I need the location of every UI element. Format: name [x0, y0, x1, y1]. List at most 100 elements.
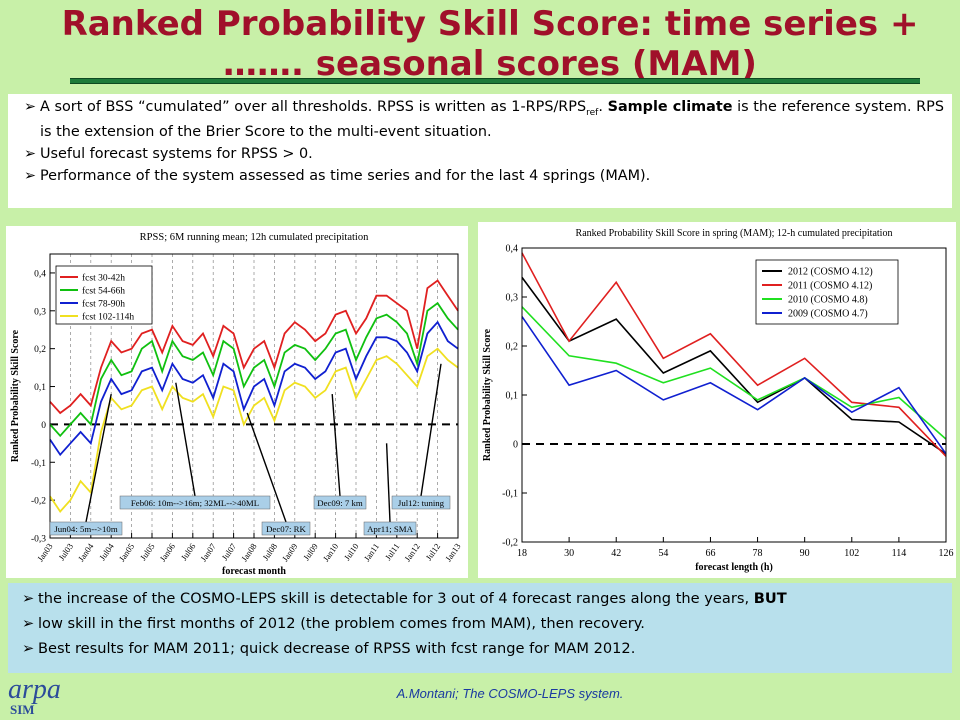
y-tick-label: -0,1: [31, 459, 46, 469]
legend-label: 2012 (COSMO 4.12): [788, 267, 873, 278]
footer-credit: A.Montani; The COSMO-LEPS system.: [396, 686, 624, 701]
annotation-box: [313, 495, 367, 510]
y-tick-label: 0,4: [506, 244, 519, 255]
series-line-3: [49, 320, 459, 457]
rpss-time-series-chart: RPSS; 6M running mean; 12h cumulated pre…: [6, 226, 468, 578]
bullet-text-post: is the reference system. RPS is the exte…: [40, 99, 944, 140]
plot-frame: [521, 247, 947, 543]
top-bullet-1: ➢ A sort of BSS “cumulated” over all thr…: [24, 98, 944, 142]
y-tick-label: 0,1: [506, 391, 519, 402]
x-tick-label: Jan04: [76, 541, 96, 564]
x-tick-label: Jul12: [423, 541, 442, 562]
x-axis-label: forecast month: [222, 566, 286, 577]
arrow-bullet-icon: ➢: [24, 145, 37, 162]
annotation-arrow: [85, 393, 112, 523]
arrow-bullet-icon: ➢: [24, 99, 37, 115]
bullet-text: Performance of the system assessed as ti…: [40, 167, 651, 184]
bullet-bold: Sample climate: [607, 99, 733, 115]
x-tick-label: Jul08: [260, 541, 279, 562]
annotation-box: [363, 521, 417, 536]
series-line-3: [521, 306, 947, 440]
logo-text: arpa: [8, 674, 61, 705]
legend-label: 2011 (COSMO 4.12): [788, 281, 872, 292]
y-tick-label: 0,3: [34, 307, 46, 317]
bottom-note-box: ➢ the increase of the COSMO-LEPS skill i…: [8, 583, 952, 673]
annotation-label: Jun04: 5m-->10m: [54, 524, 118, 534]
x-tick-label: 54: [658, 548, 668, 559]
annotation-box: [391, 495, 451, 510]
series-line-1: [521, 276, 947, 455]
rpss-mam-svg: Ranked Probability Skill Score in spring…: [482, 228, 954, 573]
y-tick-label: 0,4: [34, 269, 46, 279]
top-text-box: ➢ A sort of BSS “cumulated” over all thr…: [8, 94, 952, 208]
rpss-time-series-svg: RPSS; 6M running mean; 12h cumulated pre…: [10, 232, 463, 577]
annotation-arrow: [175, 382, 196, 497]
x-tick-label: Jul06: [179, 541, 198, 562]
x-tick-label: 78: [753, 548, 763, 559]
y-axis-label: Ranked Probability Skill Score: [10, 329, 21, 462]
arrow-bullet-icon: ➢: [24, 167, 37, 184]
x-axis-label: forecast length (h): [695, 562, 773, 573]
x-tick-label: Jan08: [239, 541, 259, 563]
x-tick-label: Jul09: [301, 541, 320, 562]
annotation-label: Feb06: 10m-->16m; 32ML-->40ML: [131, 498, 259, 508]
x-tick-label: Jan13: [443, 541, 463, 563]
legend-box: [55, 265, 153, 325]
legend: fcst 30-42h fcst 54-66h fcst 78-90h fcst 10…: [55, 265, 153, 325]
annotation: Feb06: 10m-->16m; 32ML-->40ML: [119, 382, 271, 510]
rpss-mam-chart: Ranked Probability Skill Score in spring…: [478, 222, 956, 578]
series-line-4: [49, 347, 459, 513]
annotation: Dec09: 7 km: [313, 394, 367, 510]
bullet-text: low skill in the first months of 2012 (t…: [38, 615, 645, 632]
annotation-label: Dec09: 7 km: [317, 498, 363, 508]
series-line-2: [49, 301, 459, 438]
bullet-text: A sort of BSS “cumulated” over all thres…: [40, 99, 587, 115]
x-tick-label: 66: [705, 548, 715, 559]
y-tick-label: 0: [513, 440, 518, 451]
x-tick-label: Jan03: [35, 541, 55, 563]
annotation: Jun04: 5m-->10m: [49, 393, 123, 536]
annotation: Apr11; SMA: [363, 443, 417, 536]
bullet-bold: BUT: [753, 590, 787, 607]
x-tick-label: Jul03: [56, 541, 75, 562]
chart-title: Ranked Probability Skill Score in spring…: [576, 228, 893, 239]
title-line-1: Ranked Probability Skill Score: time ser…: [61, 4, 919, 44]
y-tick-label: 0,3: [506, 293, 519, 304]
y-tick-label: -0,2: [502, 538, 518, 549]
annotation-arrow: [420, 363, 442, 497]
x-tick-label: 30: [564, 548, 574, 559]
bottom-bullet-1: ➢ the increase of the COSMO-LEPS skill i…: [22, 589, 944, 608]
series-line-4: [521, 316, 947, 455]
arrow-bullet-icon: ➢: [22, 615, 35, 632]
x-tick-label: Jan06: [157, 541, 177, 563]
x-tick-label: 126: [939, 548, 954, 559]
y-tick-label: -0,3: [31, 535, 46, 545]
bullet-text: Best results for MAM 2011; quick decreas…: [38, 640, 636, 657]
title-underline: [70, 78, 920, 84]
slide-title: Ranked Probability Skill Score: time ser…: [40, 4, 940, 84]
x-tick-label: 18: [517, 548, 527, 559]
x-tick-label: Jan10: [321, 541, 341, 563]
top-bullet-2: ➢ Useful forecast systems for RPSS > 0.: [24, 145, 944, 164]
x-tick-label: 90: [800, 548, 810, 559]
legend-label: 2010 (COSMO 4.8): [788, 295, 868, 306]
x-tick-label: Jan09: [280, 541, 300, 563]
annotation-box: [49, 521, 123, 536]
annotation-arrow: [331, 394, 341, 497]
x-tick-label: 102: [844, 548, 859, 559]
legend-label: 2009 (COSMO 4.7): [788, 309, 868, 320]
arpa-logo: arpa SIM: [8, 674, 61, 716]
arrow-bullet-icon: ➢: [22, 590, 35, 607]
y-tick-label: 0,2: [34, 345, 46, 355]
x-tick-label: Jul04: [97, 541, 116, 562]
x-tick-label: Jul07: [219, 541, 238, 562]
arrow-bullet-icon: ➢: [22, 640, 35, 657]
bullet-text: Useful forecast systems for RPSS > 0.: [40, 145, 313, 162]
legend-label: fcst 102-114h: [82, 312, 134, 323]
bullet-text-mid: .: [598, 99, 608, 115]
x-tick-label: Jan05: [117, 541, 137, 563]
y-tick-label: 0: [41, 421, 46, 431]
legend: 2012 (COSMO 4.12) 2011 (COSMO 4.12) 2010 (…: [755, 259, 899, 325]
y-tick-label: -0,2: [31, 497, 46, 507]
y-axis-label: Ranked Probability Skill Score: [482, 328, 493, 461]
